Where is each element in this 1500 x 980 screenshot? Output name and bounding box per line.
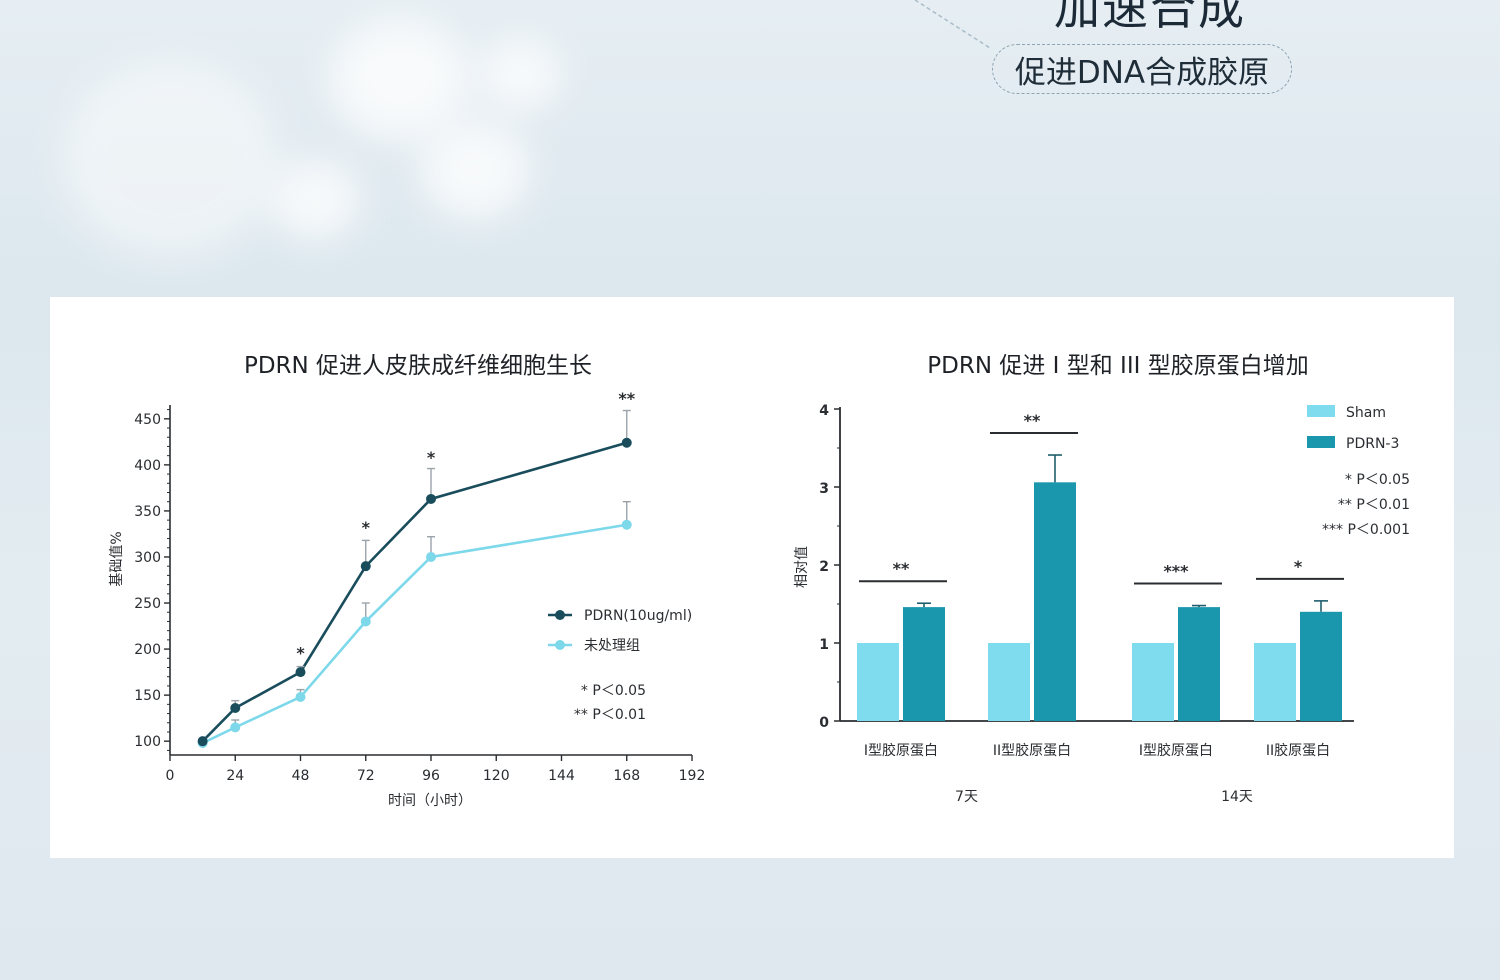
- background-blur: [0, 0, 1500, 300]
- legend-label: PDRN-3: [1346, 436, 1399, 452]
- chart-card: PDRN 促进人皮肤成纤维细胞生长 0 24 48 72 96 120 144 168 192 1…: [50, 297, 1454, 858]
- data-point: [197, 736, 208, 747]
- subtitle-pill: 促进DNA合成胶原: [992, 44, 1292, 94]
- y-tick-label: 150: [134, 688, 161, 704]
- legend-label: 未处理组: [584, 638, 640, 654]
- significance-mark: **: [893, 559, 910, 578]
- y-tick-label: 200: [134, 642, 161, 658]
- bar-sham: [1132, 643, 1174, 721]
- legend-note: * P＜0.05: [1345, 472, 1410, 488]
- group-label: 7天: [955, 789, 978, 805]
- data-point: [295, 667, 306, 678]
- series-line-1: [202, 523, 627, 745]
- legend-marker: [555, 640, 565, 650]
- data-point: [360, 561, 371, 572]
- data-point: [621, 519, 632, 530]
- y-tick-label: 250: [134, 596, 161, 612]
- series-line-0: [201, 441, 628, 743]
- x-tick-label: 120: [483, 768, 510, 784]
- legend-swatch: [1307, 436, 1335, 448]
- data-point: [230, 722, 241, 733]
- x-tick-label: 0: [166, 768, 175, 784]
- x-tick-label: 96: [422, 768, 440, 784]
- significance-mark: *: [427, 448, 436, 467]
- line-chart: PDRN 促进人皮肤成纤维细胞生长 0 24 48 72 96 120 144 168 192 1…: [108, 353, 706, 809]
- significance-mark: ***: [1163, 562, 1189, 581]
- y-tick-label: 1: [819, 637, 829, 653]
- significance-mark: *: [1294, 557, 1303, 576]
- significance-mark: **: [618, 389, 635, 408]
- data-point: [621, 437, 632, 448]
- x-tick-label: 168: [613, 768, 640, 784]
- bar-pdrn: [1034, 482, 1076, 721]
- x-tick-label: 144: [548, 768, 575, 784]
- legend-marker: [555, 610, 565, 620]
- legend-label: Sham: [1346, 405, 1386, 421]
- category-label: II胶原蛋白: [1266, 742, 1330, 759]
- y-tick-label: 3: [819, 481, 829, 497]
- connector-line: [914, 0, 991, 49]
- significance-mark: *: [296, 643, 305, 662]
- significance-mark: **: [1024, 411, 1041, 430]
- legend-note: ** P＜0.01: [1338, 497, 1410, 513]
- line-chart-title: PDRN 促进人皮肤成纤维细胞生长: [244, 353, 592, 379]
- y-tick-label: 2: [819, 559, 829, 575]
- bar-chart-ylabel: 相对值: [794, 546, 810, 588]
- y-tick-label: 4: [819, 403, 829, 419]
- x-tick-label: 192: [679, 768, 706, 784]
- data-point: [230, 703, 241, 714]
- group-label: 14天: [1221, 789, 1253, 805]
- significance-mark: *: [362, 518, 371, 537]
- line-chart-xlabel: 时间（小时）: [388, 793, 472, 809]
- bar-pdrn: [903, 607, 945, 721]
- bar-chart: PDRN 促进 I 型和 III 型胶原蛋白增加 0 1 2 3 4 ** I型胶原蛋白 *…: [794, 353, 1410, 805]
- legend-note: ** P＜0.01: [574, 707, 646, 723]
- legend-note: *** P＜0.001: [1322, 522, 1410, 538]
- y-tick-label: 100: [134, 734, 161, 750]
- bar-pdrn: [1300, 611, 1342, 721]
- category-label: I型胶原蛋白: [864, 742, 938, 759]
- y-tick-label: 0: [819, 715, 829, 731]
- data-point: [295, 691, 306, 702]
- legend-note: * P＜0.05: [581, 683, 646, 699]
- bar-chart-title: PDRN 促进 I 型和 III 型胶原蛋白增加: [927, 353, 1308, 379]
- bar-sham: [988, 643, 1030, 721]
- y-tick-label: 450: [134, 412, 161, 428]
- bar-pdrn: [1178, 607, 1220, 721]
- data-point: [360, 616, 371, 627]
- category-label: II型胶原蛋白: [993, 742, 1071, 759]
- y-tick-label: 300: [134, 550, 161, 566]
- y-tick-label: 350: [134, 504, 161, 520]
- data-point: [426, 551, 436, 562]
- bar-sham: [1254, 643, 1296, 721]
- line-chart-ylabel: 基础值%: [108, 531, 125, 586]
- headline: 加速合成: [1054, 0, 1246, 35]
- data-point: [426, 493, 436, 504]
- legend-label: PDRN(10ug/ml): [584, 608, 692, 624]
- y-tick-label: 400: [134, 458, 161, 474]
- x-tick-label: 24: [226, 768, 244, 784]
- x-tick-label: 48: [292, 768, 310, 784]
- x-tick-label: 72: [357, 768, 375, 784]
- legend-swatch: [1307, 405, 1335, 417]
- category-label: I型胶原蛋白: [1139, 742, 1213, 759]
- bar-sham: [857, 643, 899, 721]
